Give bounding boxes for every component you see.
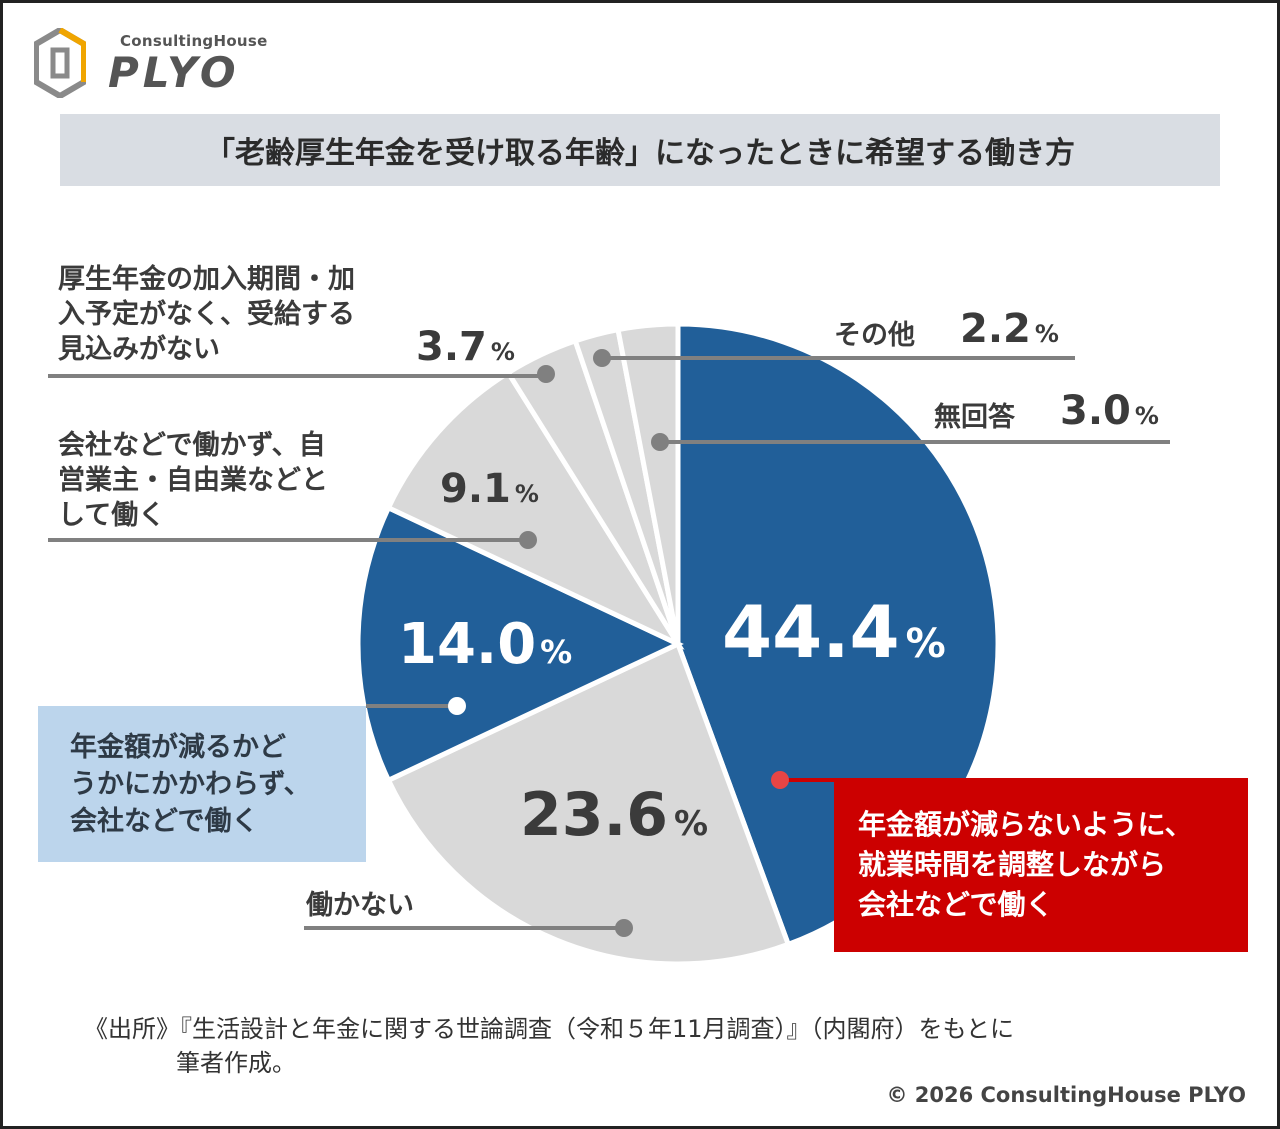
label-kousei: 厚生年金の加入期間・加 入予定がなく、受給する 見込みがない: [58, 262, 355, 367]
callout-kakawarazu-line3: 会社などで働く: [70, 805, 259, 837]
hatarakanai-dot: [615, 919, 633, 937]
pct-hatarakanai-unit: %: [674, 804, 709, 844]
pct-hatarakanai-value: 23.6: [520, 780, 669, 850]
slice-jiei: [385, 369, 685, 650]
pct-kousei-unit: %: [490, 338, 515, 366]
pct-mukaitou-unit: %: [1134, 402, 1159, 430]
pct-jiei: 9.1%: [440, 466, 539, 512]
plyo-logo-icon: [34, 28, 86, 98]
pct-mukaitou: 3.0%: [1060, 388, 1159, 434]
title-band: 「老齢厚生年金を受け取る年齢」になったときに希望する働き方: [60, 114, 1220, 186]
pct-sonota-unit: %: [1034, 320, 1059, 348]
label-kousei-line3: 見込みがない: [58, 334, 220, 365]
pct-sonota-value: 2.2: [960, 306, 1031, 352]
callout-kakawarazu-line2: うかにかかわらず、: [70, 768, 311, 800]
kousei-leader: [48, 374, 548, 378]
pct-kousei: 3.7%: [416, 324, 515, 370]
logo-wordmark: PLYO: [108, 48, 240, 97]
pct-hatarakanai: 23.6%: [520, 780, 708, 850]
pct-kousei-value: 3.7: [416, 324, 487, 370]
callout-chousei-line1: 年金額が減らないように、: [858, 808, 1193, 841]
label-jiei-line3: して働く: [58, 500, 166, 531]
pct-chousei-value: 44.4: [722, 590, 900, 674]
callout-chousei-line3: 会社などで働く: [858, 888, 1054, 921]
chart-title: 「老齢厚生年金を受け取る年齢」になったときに希望する働き方: [205, 136, 1075, 171]
callout-kakawarazu-line1: 年金額が減るかど: [70, 731, 286, 763]
kousei-dot: [537, 365, 555, 383]
source-line2: 筆者作成。: [176, 1049, 296, 1077]
pct-kakawarazu-unit: %: [540, 633, 573, 671]
pct-mukaitou-value: 3.0: [1060, 388, 1131, 434]
source-note: 《出所》『生活設計と年金に関する世論調査（令和５年11月調査）』（内閣府）をもと…: [84, 1012, 1204, 1080]
pct-jiei-value: 9.1: [440, 466, 511, 512]
label-jiei-line1: 会社などで働かず、自: [58, 430, 326, 461]
slice-hatarakanai: [385, 640, 792, 967]
pct-kakawarazu-value: 14.0: [398, 612, 537, 677]
label-kousei-line2: 入予定がなく、受給する: [58, 299, 355, 330]
label-jiei: 会社などで働かず、自 営業主・自由業などと して働く: [58, 428, 328, 533]
source-line1: 《出所》『生活設計と年金に関する世論調査（令和５年11月調査）』（内閣府）をもと…: [84, 1015, 1015, 1043]
kakawarazu-dot: [448, 697, 466, 715]
mukaitou-dot: [651, 433, 669, 451]
label-sonota: その他: [834, 320, 915, 351]
pct-chousei-unit: %: [905, 621, 946, 667]
sonota-dot: [593, 349, 611, 367]
slice-kakawarazu: [355, 504, 684, 784]
pct-kakawarazu: 14.0%: [398, 612, 572, 677]
callout-chousei-line2: 就業時間を調整しながら: [858, 848, 1167, 881]
label-jiei-line2: 営業主・自由業などと: [58, 465, 328, 496]
slice-mukaitou: [615, 321, 681, 645]
label-kousei-line1: 厚生年金の加入期間・加: [58, 264, 355, 295]
label-mukaitou: 無回答: [934, 402, 1015, 433]
callout-chousei: 年金額が減らないように、 就業時間を調整しながら 会社などで働く: [834, 778, 1248, 952]
pct-chousei: 44.4%: [722, 590, 946, 674]
chousei-dot: [771, 771, 789, 789]
pct-jiei-unit: %: [514, 480, 539, 508]
copyright: © 2026 ConsultingHouse PLYO: [886, 1083, 1246, 1107]
callout-kakawarazu: 年金額が減るかど うかにかかわらず、 会社などで働く: [38, 706, 366, 862]
logo-subtitle: ConsultingHouse: [120, 32, 268, 50]
pct-sonota: 2.2%: [960, 306, 1059, 352]
jiei-dot: [519, 531, 537, 549]
label-hatarakanai: 働かない: [306, 890, 414, 921]
